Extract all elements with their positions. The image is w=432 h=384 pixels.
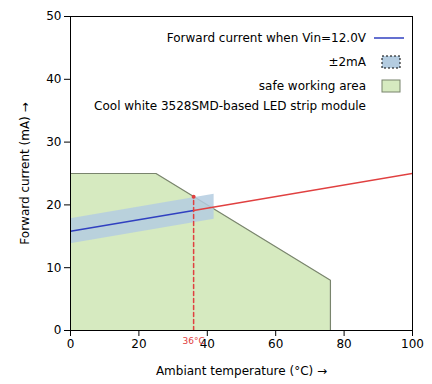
svg-text:20: 20 [131,337,146,351]
svg-text:±2mA: ±2mA [328,55,366,69]
svg-text:80: 80 [336,337,351,351]
svg-text:40: 40 [46,72,61,86]
svg-text:Forward current when Vin=12.0V: Forward current when Vin=12.0V [167,31,367,45]
svg-text:safe working area: safe working area [259,79,366,93]
svg-text:0: 0 [54,323,62,337]
svg-text:40: 40 [199,337,215,351]
svg-text:Ambiant temperature (°C) →: Ambiant temperature (°C) → [156,364,327,378]
svg-text:Forward current (mA) →: Forward current (mA) → [18,102,32,244]
svg-text:30: 30 [46,135,61,149]
svg-text:36°C: 36°C [182,336,204,346]
svg-text:10: 10 [46,261,61,275]
svg-text:60: 60 [268,337,283,351]
svg-text:100: 100 [401,337,424,351]
svg-text:Cool white 3528SMD-based LED s: Cool white 3528SMD-based LED strip modul… [94,99,366,113]
svg-text:0: 0 [67,337,75,351]
svg-text:50: 50 [46,9,61,23]
svg-text:20: 20 [46,198,61,212]
